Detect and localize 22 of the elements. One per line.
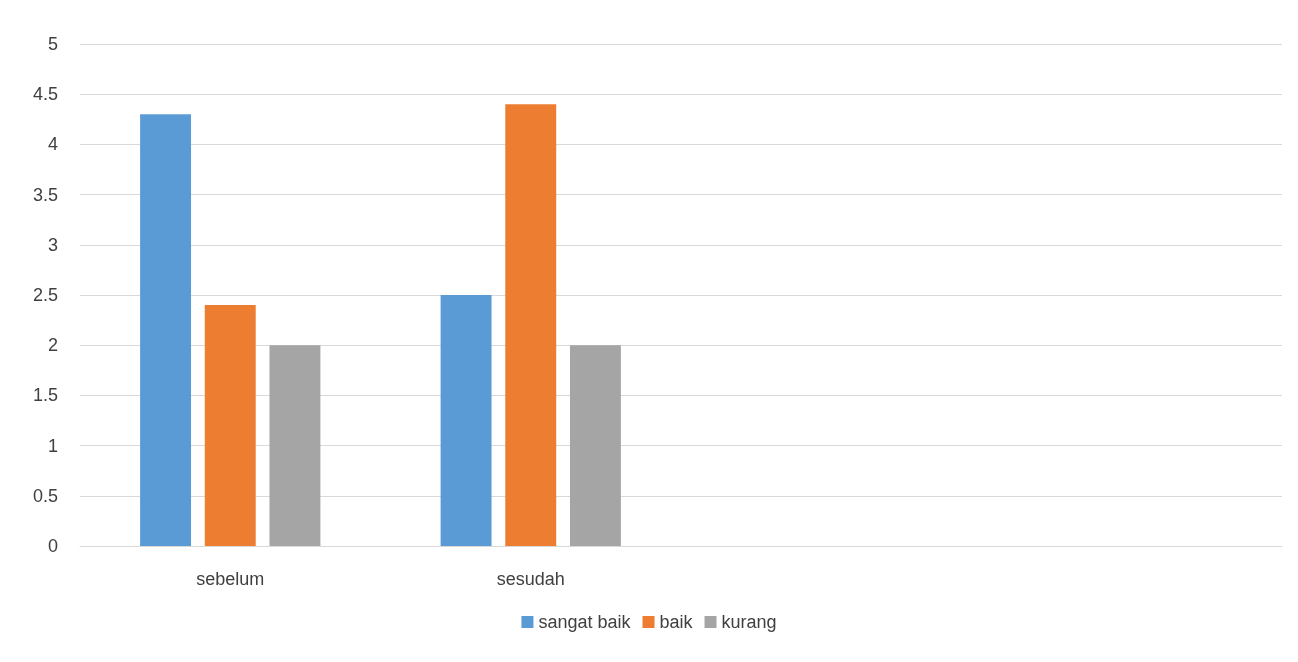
y-tick-label: 1.5 [32,385,58,406]
y-tick-label: 2 [47,335,58,356]
y-tick-label: 2.5 [32,285,58,305]
y-tick-label: 3 [47,234,58,255]
x-tick-label: sesudah [496,569,565,589]
bar [140,114,192,546]
y-tick-label: 0.5 [32,485,58,506]
y-tick-label: 4 [47,134,58,155]
bar [505,104,557,546]
y-tick-label: 5 [47,34,58,54]
bar [269,345,321,546]
legend-label: baik [659,612,694,632]
bar [569,345,621,546]
y-tick-label: 1 [47,435,58,456]
bar [204,305,256,546]
legend-label: kurang [721,612,777,632]
y-tick-label: 0 [47,536,58,556]
x-tick-label: sebelum [196,569,265,589]
bar [440,295,492,546]
legend-label: sangat baik [538,612,632,632]
y-tick-label: 4.5 [32,84,58,105]
y-tick-label: 3.5 [32,184,58,205]
